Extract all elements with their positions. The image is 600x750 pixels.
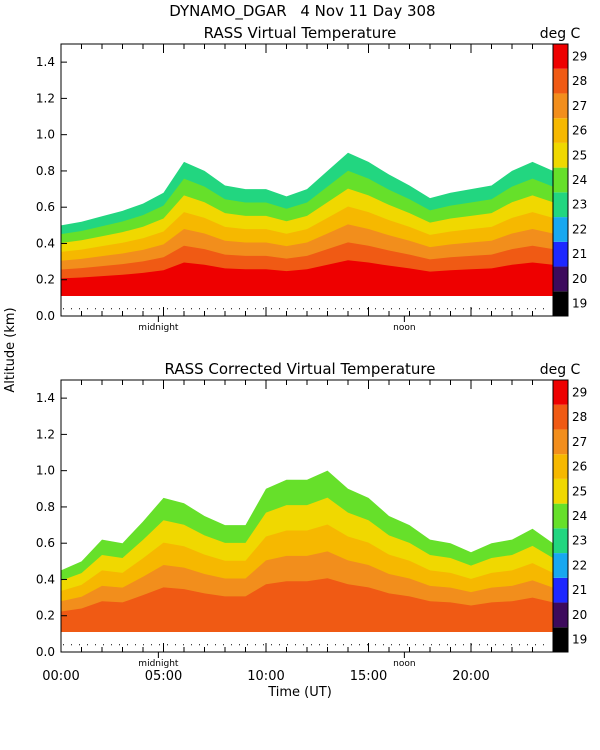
- y-tick-label: 1.2: [36, 427, 55, 441]
- y-tick-label: 0.2: [36, 609, 55, 623]
- colorbar-swatch: [553, 404, 568, 430]
- x-tick-label: 00:00: [42, 669, 79, 684]
- y-tick-label: 0.2: [36, 273, 55, 287]
- panel-title: RASS Corrected Virtual Temperature: [165, 360, 436, 378]
- colorbar-swatch: [553, 192, 568, 218]
- colorbar-tick-label: 22: [572, 222, 587, 236]
- x-tick-label: 10:00: [247, 669, 284, 684]
- contour-band-29: [61, 260, 553, 297]
- marker-label-midnight: midnight: [138, 323, 179, 333]
- y-tick-label: 0.8: [36, 500, 55, 514]
- y-tick-label: 0.4: [36, 236, 55, 250]
- colorbar-unit-label: deg C: [540, 26, 581, 42]
- colorbar-tick-label: 23: [572, 198, 587, 212]
- colorbar-swatch: [553, 577, 568, 603]
- colorbar-swatch: [553, 380, 568, 405]
- colorbar-frame: [552, 379, 569, 653]
- colorbar-swatch: [553, 528, 568, 554]
- y-tick-label: 0.4: [36, 572, 55, 586]
- colorbar-swatch: [553, 167, 568, 193]
- colorbar-swatch: [553, 118, 568, 143]
- colorbar-tick-label: 21: [572, 583, 587, 597]
- colorbar-swatch: [553, 454, 568, 479]
- y-tick-label: 1.0: [36, 464, 55, 478]
- marker-label-noon: noon: [393, 323, 415, 333]
- colorbar-tick-label: 26: [572, 460, 587, 474]
- panel-title: RASS Virtual Temperature: [204, 24, 397, 42]
- colorbar-tick-label: 28: [572, 74, 587, 88]
- colorbar-swatch: [553, 429, 568, 455]
- colorbar-swatch: [553, 241, 568, 267]
- marker-label-noon: noon: [393, 659, 415, 669]
- colorbar-swatch: [553, 142, 568, 168]
- colorbar-tick-label: 28: [572, 410, 587, 424]
- colorbar-tick-label: 23: [572, 534, 587, 548]
- figure-header: DYNAMO_DGAR 4 Nov 11 Day 308: [169, 2, 435, 21]
- y-tick-label: 1.4: [36, 55, 55, 69]
- colorbar-tick-label: 25: [572, 484, 587, 498]
- colorbar-swatch: [553, 217, 568, 242]
- y-axis-label: Altitude (km): [3, 307, 18, 392]
- y-tick-label: 1.2: [36, 91, 55, 105]
- contour-band-28: [61, 578, 553, 633]
- x-tick-label: 05:00: [145, 669, 182, 684]
- colorbar-frame: [552, 43, 569, 317]
- y-tick-label: 0.6: [36, 536, 55, 550]
- colorbar-tick-label: 26: [572, 124, 587, 138]
- colorbar-swatch: [553, 503, 568, 529]
- colorbar-swatch: [553, 44, 568, 69]
- y-tick-label: 0.6: [36, 200, 55, 214]
- y-tick-label: 0.0: [36, 645, 55, 659]
- colorbar-tick-label: 19: [572, 633, 587, 647]
- colorbar-tick-label: 24: [572, 509, 587, 523]
- colorbar-tick-label: 19: [572, 297, 587, 311]
- colorbar-tick-label: 20: [572, 608, 587, 622]
- colorbar-tick-label: 29: [572, 49, 587, 63]
- panel-rass-corrected-virtual-temperature: RASS Corrected Virtual Temperature deg C 0…: [36, 360, 587, 684]
- colorbar-swatch: [553, 553, 568, 578]
- colorbar-swatch: [553, 602, 568, 628]
- y-tick-label: 0.0: [36, 309, 55, 323]
- y-tick-label: 1.4: [36, 391, 55, 405]
- marker-label-midnight: midnight: [138, 659, 179, 669]
- date-label: 4 Nov 11 Day 308: [300, 2, 435, 20]
- colorbar-swatch: [553, 627, 568, 652]
- colorbar-unit-label: deg C: [540, 362, 581, 378]
- x-tick-label: 15:00: [350, 669, 387, 684]
- colorbar-tick-label: 21: [572, 247, 587, 261]
- colorbar-tick-label: 27: [572, 99, 587, 113]
- colorbar-swatch: [553, 68, 568, 94]
- colorbar-tick-label: 24: [572, 173, 587, 187]
- colorbar-swatch: [553, 266, 568, 292]
- y-tick-label: 1.0: [36, 128, 55, 142]
- x-tick-label: 20:00: [452, 669, 489, 684]
- colorbar-swatch: [553, 93, 568, 119]
- colorbar-tick-label: 27: [572, 435, 587, 449]
- colorbar-swatch: [553, 291, 568, 316]
- x-axis-label: Time (UT): [267, 685, 332, 700]
- colorbar-tick-label: 22: [572, 558, 587, 572]
- colorbar-tick-label: 20: [572, 272, 587, 286]
- colorbar-swatch: [553, 478, 568, 504]
- y-tick-label: 0.8: [36, 164, 55, 178]
- station-label: DYNAMO_DGAR: [169, 2, 286, 21]
- colorbar-tick-label: 25: [572, 148, 587, 162]
- panel-rass-virtual-temperature: RASS Virtual Temperature deg C 0.0 0.2 0.4 0.…: [36, 24, 587, 333]
- colorbar-tick-label: 29: [572, 385, 587, 399]
